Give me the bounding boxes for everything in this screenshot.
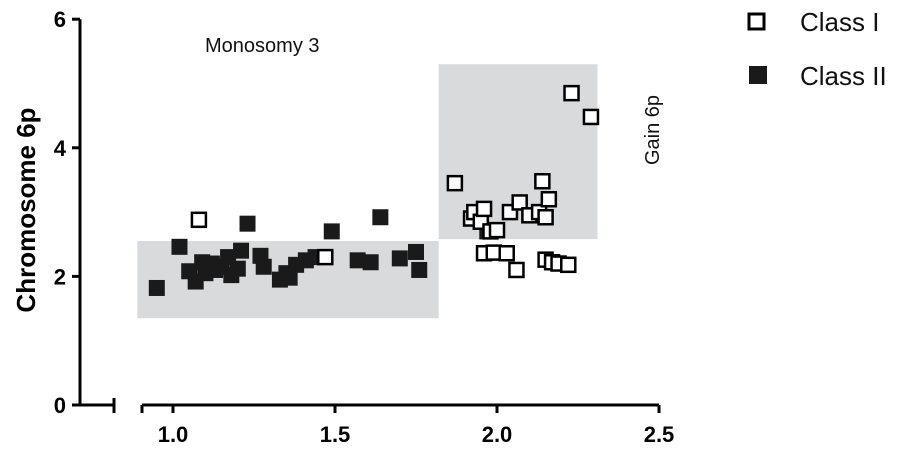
legend: Class I Class II [747, 7, 887, 91]
class-i-point [317, 248, 334, 266]
legend-label-class-ii: Class II [800, 61, 887, 91]
class-ii-point [255, 258, 272, 275]
class-i-point [560, 256, 577, 274]
y-tick-label: 0 [54, 393, 66, 418]
class-ii-point [239, 215, 256, 232]
class-ii-point [281, 269, 298, 286]
legend-label-class-i: Class I [800, 7, 879, 37]
x-tick-label: 2.5 [644, 422, 675, 447]
class-i-point [537, 208, 554, 226]
annotation-monosomy-3: Monosomy 3 [205, 35, 320, 57]
class-ii-point [411, 261, 428, 278]
legend-marker-class-i [747, 12, 766, 31]
class-i-point [488, 221, 506, 239]
annotation-gain-6p: Gain 6p [642, 95, 664, 165]
y-tick-label: 4 [54, 136, 67, 161]
class-ii-point [229, 260, 246, 277]
class-ii-point [323, 223, 340, 240]
class-ii-point [391, 250, 408, 267]
class-i-point [498, 245, 515, 262]
class-i-point [582, 108, 600, 126]
y-axis-title: Chromosome 6p [11, 107, 41, 312]
class-i-point [475, 200, 493, 218]
y-tick-label: 2 [54, 264, 66, 289]
class-i-point [540, 190, 558, 208]
class-i-point [446, 174, 464, 192]
class-i-point [563, 84, 580, 102]
class-ii-point [362, 254, 379, 271]
class-ii-point [372, 209, 389, 226]
class-ii-point [349, 252, 366, 269]
class-i-point [511, 194, 528, 211]
axes: 0 2 4 6 1.0 1.5 2.0 2.5 [54, 7, 675, 447]
class-ii-point [233, 242, 250, 259]
x-tick-label: 1.5 [320, 422, 351, 447]
x-tick-label: 1.0 [158, 422, 189, 447]
data-points [148, 84, 600, 296]
legend-marker-class-ii [749, 66, 767, 84]
class-i-point [190, 211, 208, 229]
class-i-point [508, 261, 525, 279]
class-ii-point [148, 279, 165, 296]
class-ii-point [171, 238, 188, 255]
class-i-point [534, 172, 551, 190]
y-tick-label: 6 [54, 7, 66, 32]
class-ii-point [408, 243, 424, 260]
x-tick-label: 2.0 [482, 422, 513, 447]
